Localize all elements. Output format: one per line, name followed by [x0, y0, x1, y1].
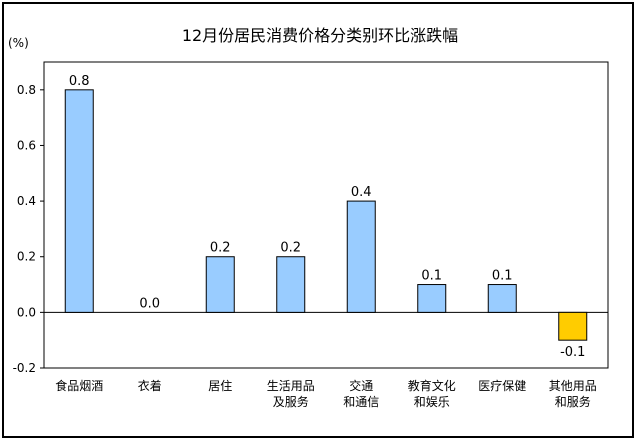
category-label: 交通 — [349, 378, 373, 393]
category-label: 生活用品 — [267, 379, 315, 393]
bar — [276, 256, 306, 313]
category-label: 和服务 — [555, 394, 591, 409]
category-label: 和娱乐 — [414, 395, 450, 409]
bar — [64, 89, 94, 313]
y-tick-label: 0.4 — [17, 194, 36, 208]
y-tick-label: 0.0 — [17, 305, 36, 319]
bar — [346, 200, 376, 313]
chart-frame — [2, 2, 634, 438]
bar — [558, 311, 588, 341]
data-label: -0.1 — [560, 345, 585, 360]
y-unit-label: (%) — [8, 36, 29, 50]
category-label: 衣着 — [138, 378, 162, 393]
y-tick-label: 0.8 — [17, 83, 36, 97]
data-label: 0.1 — [421, 269, 442, 284]
plot-area — [43, 61, 609, 369]
data-label: 0.4 — [351, 185, 372, 200]
category-label: 居住 — [208, 379, 232, 393]
category-label: 其他用品 — [549, 379, 597, 393]
category-label: 食品烟酒 — [55, 378, 103, 393]
category-label: 和通信 — [343, 395, 379, 409]
category-label: 教育文化 — [408, 378, 456, 393]
data-label: 0.8 — [69, 74, 90, 89]
bar — [487, 284, 517, 313]
bar — [205, 256, 235, 313]
category-label: 及服务 — [273, 394, 309, 409]
data-label: 0.2 — [280, 241, 301, 256]
category-label: 医疗保健 — [478, 379, 526, 393]
bar — [417, 284, 447, 313]
y-tick-label: -0.2 — [13, 361, 36, 375]
data-label: 0.1 — [492, 269, 513, 284]
y-tick-label: 0.2 — [17, 250, 36, 264]
data-label: 0.0 — [139, 296, 160, 311]
data-label: 0.2 — [210, 241, 231, 256]
chart-title: 12月份居民消费价格分类别环比涨跌幅 — [181, 26, 459, 45]
y-tick-label: 0.6 — [17, 138, 36, 152]
